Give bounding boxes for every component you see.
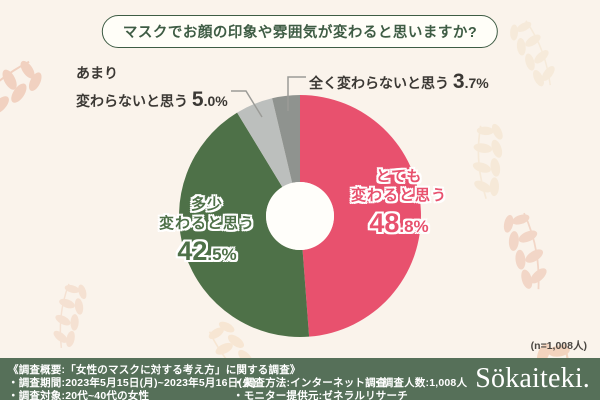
segment-label-text: 変わると思う <box>158 214 255 232</box>
brand-logo: Sökaiteki. <box>475 363 590 394</box>
donut-segment-very <box>300 95 421 337</box>
segment-label-very-changes: とても 変わると思う 48.8% <box>325 168 473 240</box>
donut-segment-not-at-all <box>272 95 300 183</box>
donut-hole <box>266 182 334 250</box>
donut-segment-not-much <box>237 98 293 187</box>
segment-label-not-much-change: あまり 変わらないと思う 5.0% <box>76 65 228 111</box>
survey-method: ・調査方法:インターネット調査 <box>233 377 387 389</box>
segment-label-text: 変わらないと思う <box>76 93 192 109</box>
segment-label-no-change-at-all: 全く変わらないと思う 3.7% <box>309 70 489 93</box>
segment-label-text: とても <box>375 168 423 185</box>
sample-size: (n=1,008人) <box>530 340 587 352</box>
survey-period: ・調査期間:2023年5月15日(月)~2023年5月16日(火) <box>8 377 257 389</box>
survey-overview: 《調査概要:「女性のマスクに対する考え方」に関する調査》 <box>8 364 301 376</box>
segment-label-somewhat-changes: 多少 変わると思う 42.5% <box>128 196 286 268</box>
donut-segments <box>179 95 421 337</box>
survey-target: ・調査対象:20代~40代の女性 <box>8 390 150 400</box>
segment-percentage: 48.8% <box>369 207 429 238</box>
chart-title: マスクでお顔の印象や雰囲気が変わると思いますか? <box>122 25 478 41</box>
leader-line-not-much <box>231 90 263 118</box>
segment-label-text: 変わると思う <box>350 186 447 204</box>
segment-percentage: 3 <box>452 70 465 93</box>
donut-segment-somewhat <box>179 112 310 337</box>
segment-label-text: 多少 <box>190 196 223 213</box>
survey-count: ・調査人数:1,008人 <box>372 377 468 389</box>
survey-details-bar: 《調査概要:「女性のマスクに対する考え方」に関する調査》 ・調査期間:2023年… <box>0 358 600 400</box>
segment-percentage: 42.5% <box>177 235 237 266</box>
segment-label-text: 全く変わらないと思う <box>309 75 453 91</box>
survey-monitor: ・モニター提供元:ゼネラルリサーチ <box>233 390 408 400</box>
segment-label-text: あまり <box>76 65 118 81</box>
chart-title-pill: マスクでお顔の印象や雰囲気が変わると思いますか? <box>101 15 499 48</box>
segment-percentage: 5 <box>191 88 204 111</box>
leader-line-not-at-all <box>287 76 306 111</box>
